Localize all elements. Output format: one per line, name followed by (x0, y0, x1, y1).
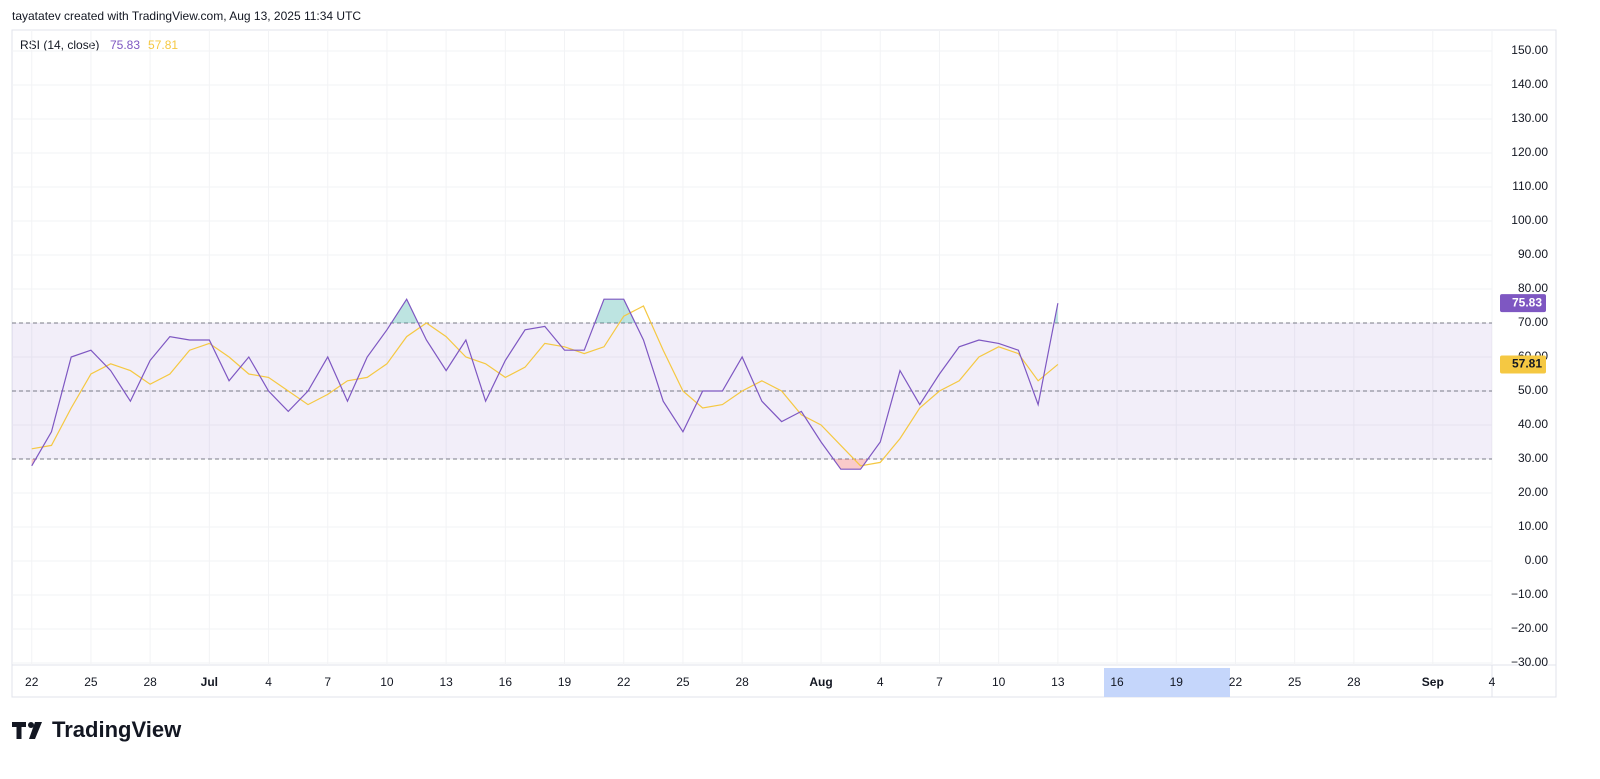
y-tick-label: 130.00 (1511, 111, 1548, 125)
x-tick-label: 7 (936, 675, 943, 689)
legend-value: 57.81 (148, 38, 178, 52)
logo-mark (29, 722, 42, 739)
oversold-fill (31, 459, 1058, 470)
x-tick-label: Jul (201, 675, 218, 689)
y-tick-label: 150.00 (1511, 43, 1548, 57)
band-fill (12, 323, 1492, 459)
x-tick-label: 19 (1170, 675, 1184, 689)
x-tick-label: 10 (380, 675, 394, 689)
x-tick-label: 22 (1229, 675, 1243, 689)
x-tick-label: Sep (1422, 675, 1444, 689)
x-tick-label: 13 (1051, 675, 1065, 689)
y-tick-label: 50.00 (1518, 383, 1548, 397)
x-tick-label: 16 (1110, 675, 1124, 689)
y-tick-label: 40.00 (1518, 417, 1548, 431)
x-tick-label: 4 (877, 675, 884, 689)
y-tick-label: −20.00 (1511, 621, 1548, 635)
x-tick-label: 13 (439, 675, 453, 689)
y-tick-label: −10.00 (1511, 587, 1548, 601)
header-text: tayatatev created with TradingView.com, … (12, 9, 361, 23)
x-tick-label: 4 (265, 675, 272, 689)
series-line (31, 305, 1059, 467)
x-tick-label: 19 (558, 675, 572, 689)
price-badge-label: 75.83 (1512, 295, 1542, 309)
y-tick-label: 80.00 (1518, 281, 1548, 295)
x-tick-label: 16 (499, 675, 513, 689)
price-badge-label: 57.81 (1512, 357, 1542, 371)
legend-title: RSI (14, close) (20, 38, 99, 52)
x-tick-label: 22 (617, 675, 631, 689)
footer-brand: TradingView (52, 717, 182, 742)
logo-mark (12, 722, 26, 739)
x-tick-label: 7 (324, 675, 331, 689)
price-badge (1500, 355, 1546, 374)
y-tick-label: 90.00 (1518, 247, 1548, 261)
price-badge (1500, 294, 1546, 313)
y-tick-label: 0.00 (1525, 553, 1549, 567)
logo-mark (28, 722, 34, 728)
legend-value: 75.83 (110, 38, 140, 52)
x-tick-label: 10 (992, 675, 1006, 689)
series-line (31, 297, 1059, 470)
x-tick-label: 28 (1347, 675, 1361, 689)
footer-logo: TradingView (12, 717, 182, 742)
chart-frame (11, 29, 1557, 698)
x-tick-label: 25 (676, 675, 690, 689)
y-tick-label: 120.00 (1511, 145, 1548, 159)
x-tick-label: 25 (1288, 675, 1302, 689)
time-range-highlight (1104, 668, 1230, 697)
y-tick-label: 100.00 (1511, 213, 1548, 227)
y-tick-label: −30.00 (1511, 655, 1548, 669)
y-tick-label: 110.00 (1512, 179, 1548, 193)
x-tick-label: Aug (809, 675, 832, 689)
y-tick-label: 20.00 (1518, 485, 1548, 499)
y-tick-label: 30.00 (1518, 451, 1548, 465)
x-tick-label: 4 (1489, 675, 1496, 689)
y-tick-label: 140.00 (1511, 77, 1548, 91)
x-tick-label: 28 (735, 675, 749, 689)
x-tick-label: 28 (143, 675, 157, 689)
y-tick-label: 10.00 (1518, 519, 1548, 533)
x-tick-label: 22 (25, 675, 39, 689)
x-tick-label: 25 (84, 675, 98, 689)
y-tick-label: 70.00 (1518, 315, 1548, 329)
